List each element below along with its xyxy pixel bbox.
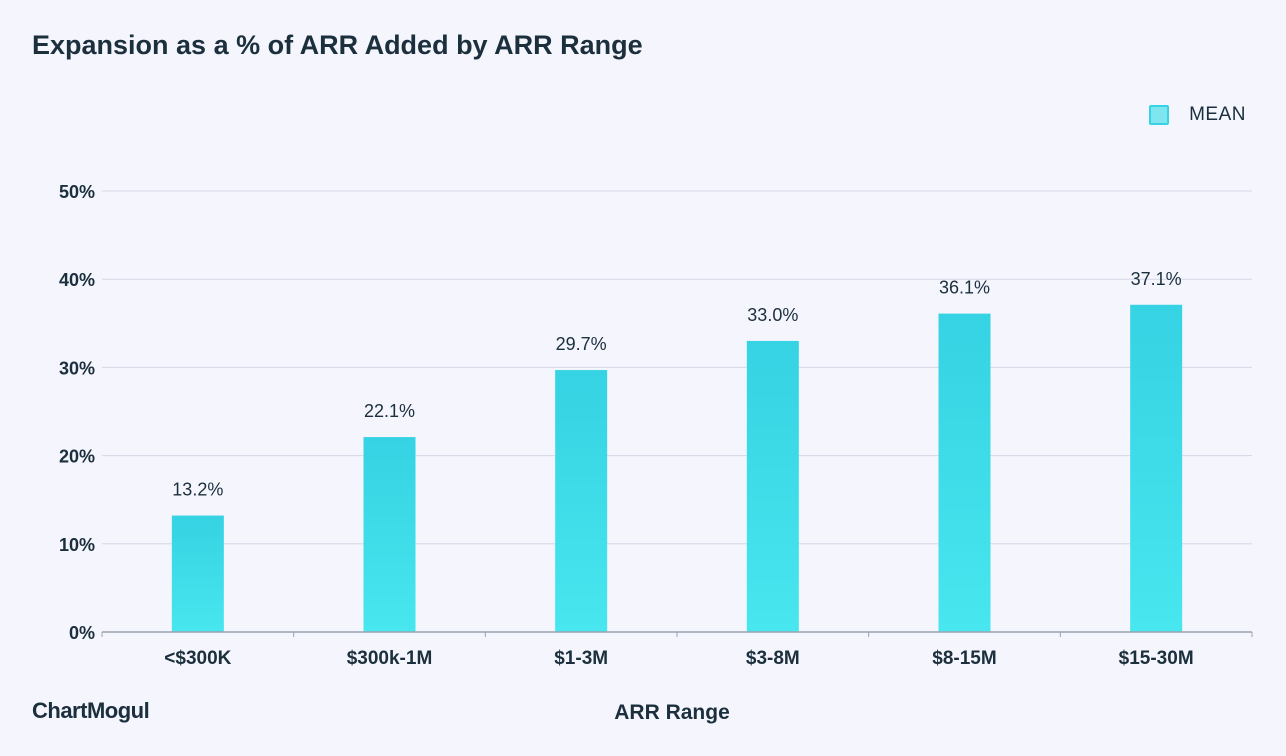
chart-title: Expansion as a % of ARR Added by ARR Ran… [32, 30, 643, 60]
bar-data-label: 13.2% [172, 480, 223, 500]
y-tick-label: 30% [59, 358, 95, 378]
grid-lines [102, 190, 1252, 545]
x-tick-label: $300k-1M [347, 648, 433, 669]
x-tick-label: $3-8M [746, 648, 800, 669]
bar-data-label: 22.1% [364, 401, 415, 421]
legend-label-mean: MEAN [1189, 104, 1246, 125]
y-tick-label: 20% [59, 447, 95, 467]
bar-data-label: 29.7% [556, 334, 607, 354]
bar [746, 340, 799, 632]
x-tick-label: <$300K [164, 648, 231, 669]
x-axis-title: ARR Range [614, 701, 730, 724]
legend-swatch-mean [1149, 105, 1170, 125]
y-axis-ticks: 0% 10% 20% 30% 40% 50% [59, 182, 95, 643]
y-tick-label: 0% [69, 623, 95, 643]
x-tick-label: $1-3M [554, 648, 608, 669]
bar-data-label: 37.1% [1131, 269, 1182, 289]
bar [1130, 304, 1183, 632]
y-tick-label: 50% [59, 182, 95, 202]
bar [171, 515, 224, 632]
legend: MEAN [1149, 104, 1246, 126]
bar [363, 437, 416, 632]
bar-data-label: 36.1% [939, 278, 990, 298]
bar-data-label: 33.0% [747, 305, 798, 325]
x-axis: <$300K $300k-1M $1-3M $3-8M $8-15M $15-30M [101, 631, 1253, 669]
bar [938, 313, 991, 632]
chartmogul-logo: ChartMogul [32, 698, 150, 723]
data-labels: 13.2% 22.1% 29.7% 33.0% 36.1% 37.1% [172, 269, 1181, 500]
bar [555, 370, 608, 632]
x-tick-label: $8-15M [932, 648, 996, 669]
y-tick-label: 40% [59, 270, 95, 290]
y-tick-label: 10% [59, 535, 95, 555]
x-tick-label: $15-30M [1119, 648, 1194, 669]
bars [171, 304, 1183, 632]
